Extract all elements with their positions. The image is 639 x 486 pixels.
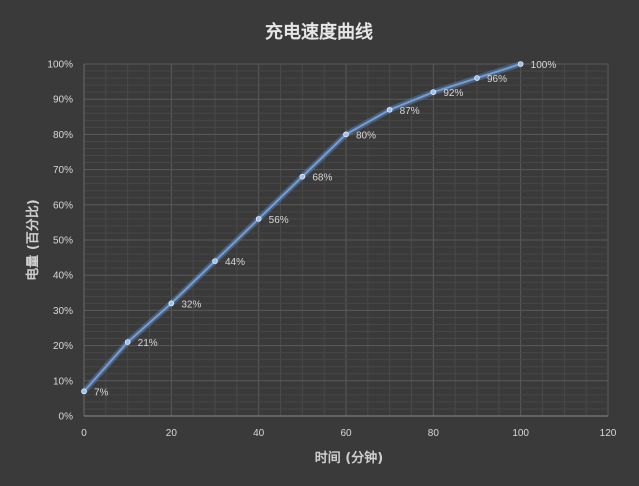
y-tick-label: 0%: [59, 412, 74, 423]
y-tick-label: 70%: [53, 165, 73, 176]
y-tick-label: 10%: [53, 376, 73, 387]
x-tick-label: 40: [253, 428, 265, 439]
y-tick-label: 30%: [53, 306, 73, 317]
y-tick-label: 100%: [47, 60, 73, 71]
y-axis-title: 电量 (百分比): [25, 199, 41, 280]
data-label: 7%: [94, 387, 109, 398]
data-label: 96%: [487, 74, 507, 85]
data-label: 21%: [138, 338, 158, 349]
data-label: 100%: [531, 60, 557, 71]
data-point: [124, 339, 131, 345]
data-label: 87%: [400, 106, 420, 117]
y-tick-label: 90%: [53, 95, 73, 106]
y-tick-label: 20%: [53, 341, 73, 352]
gridlines: [83, 63, 609, 417]
data-point: [343, 131, 349, 138]
data-label: 44%: [225, 257, 245, 268]
x-tick-label: 80: [428, 428, 440, 439]
data-point: [255, 216, 262, 222]
axes: [83, 64, 608, 417]
y-tick-label: 50%: [53, 236, 73, 247]
x-tick-label: 60: [340, 428, 352, 439]
x-axis-title: 时间 (分钟): [315, 450, 383, 466]
x-tick-label: 100: [512, 428, 529, 439]
x-axis-ticks: 0 20 40 60 80 100 120: [81, 428, 617, 439]
data-label: 56%: [269, 215, 289, 226]
y-axis-ticks: 0% 10% 20% 30% 40% 50% 60% 70% 80% 90% 100%: [47, 60, 73, 423]
x-tick-label: 0: [81, 428, 87, 439]
chart-title: 充电速度曲线: [265, 21, 373, 43]
data-point: [299, 173, 306, 180]
data-point: [474, 75, 480, 81]
data-label: 68%: [312, 173, 332, 184]
data-label: 32%: [181, 299, 201, 310]
data-label: 92%: [443, 88, 463, 99]
data-point: [386, 106, 393, 113]
data-point: [81, 388, 87, 395]
y-tick-label: 60%: [53, 200, 73, 211]
y-tick-label: 40%: [53, 271, 73, 282]
data-point: [168, 300, 175, 307]
x-tick-label: 120: [600, 428, 617, 439]
x-tick-label: 20: [166, 428, 178, 439]
data-labels: 7% 21% 32% 44% 56% 68% 80% 87% 92% 96% 100%: [94, 60, 556, 398]
data-point: [517, 61, 524, 67]
data-point: [212, 258, 218, 264]
data-label: 80%: [356, 130, 376, 141]
y-tick-label: 80%: [53, 130, 73, 141]
data-points: [81, 61, 524, 395]
data-point: [430, 89, 437, 95]
